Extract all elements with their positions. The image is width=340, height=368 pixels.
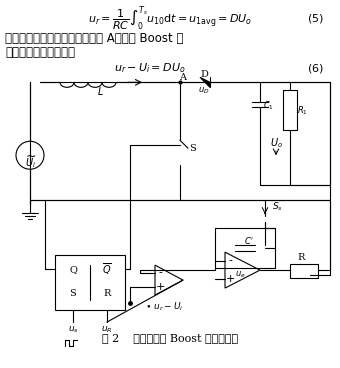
Text: $L$: $L$: [97, 85, 103, 97]
Text: +: +: [225, 274, 235, 284]
Bar: [55, 255, 125, 310]
Text: $(6)$: $(6)$: [307, 62, 323, 75]
Text: $U_i$: $U_i$: [24, 156, 35, 170]
Text: $u_e$: $u_e$: [235, 270, 245, 280]
Text: $C_1$: $C_1$: [262, 99, 273, 112]
Text: A: A: [180, 73, 187, 82]
Text: $u_r - U_i = DU_o$: $u_r - U_i = DU_o$: [114, 61, 186, 75]
Text: $u_D$: $u_D$: [198, 85, 210, 96]
Text: $\bullet\ u_r - U_i$: $\bullet\ u_r - U_i$: [145, 301, 184, 313]
Text: $u_s$: $u_s$: [68, 325, 79, 335]
Text: 路的单周期控制规则为: 路的单周期控制规则为: [5, 46, 75, 59]
Text: -: -: [228, 256, 232, 266]
Bar: [283, 90, 297, 130]
Text: $u_R$: $u_R$: [101, 325, 113, 335]
Text: Q: Q: [69, 265, 77, 274]
Text: R: R: [297, 252, 305, 262]
Text: S: S: [70, 289, 77, 298]
Text: $U_o$: $U_o$: [270, 137, 283, 150]
Bar: [290, 264, 318, 278]
Text: R: R: [103, 289, 111, 298]
Text: $(5)$: $(5)$: [307, 12, 323, 25]
Text: -: -: [158, 268, 162, 278]
Polygon shape: [200, 77, 210, 87]
Text: $u_r = \dfrac{1}{RC}\int_0^{T_s} u_{10}\mathrm{d}t = u_{1\mathrm{avg}} = DU_o$: $u_r = \dfrac{1}{RC}\int_0^{T_s} u_{10}\…: [88, 4, 252, 33]
Text: $\overline{Q}$: $\overline{Q}$: [102, 261, 112, 277]
Text: 由于二极管电压的电压参考点是 A，所以 Boost 电: 由于二极管电压的电压参考点是 A，所以 Boost 电: [5, 32, 184, 45]
Bar: [215, 228, 275, 268]
Text: 图 2    单周期控制 Boost 电路原理图: 图 2 单周期控制 Boost 电路原理图: [102, 333, 238, 343]
Text: S: S: [189, 144, 196, 153]
Text: $R_1$: $R_1$: [296, 104, 307, 117]
Text: $S_s$: $S_s$: [272, 201, 283, 213]
Text: D: D: [200, 70, 208, 79]
Text: $C'$: $C'$: [244, 235, 254, 246]
Text: $\sim$: $\sim$: [23, 149, 37, 162]
Text: +: +: [155, 282, 165, 292]
